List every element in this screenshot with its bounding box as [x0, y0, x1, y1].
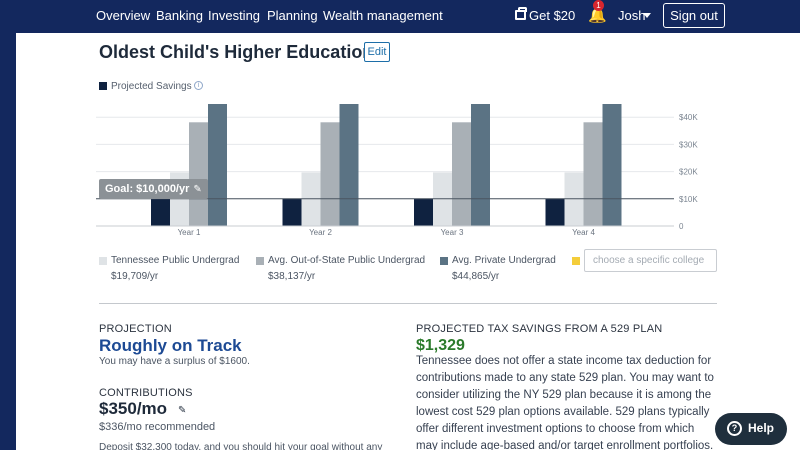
- page-title: Oldest Child's Higher Education: [99, 42, 374, 62]
- specific-college-input[interactable]: [584, 249, 717, 272]
- y-tick-label: $30K: [679, 140, 698, 149]
- legend-swatch-projected-savings: [99, 82, 107, 90]
- edit-button[interactable]: Edit: [364, 42, 390, 62]
- gift-icon[interactable]: [515, 7, 527, 20]
- bar-projected-savings: [545, 198, 565, 226]
- tax-savings-amount: $1,329: [416, 337, 465, 354]
- bar-avg-out-of-state-public-undergrad: [583, 122, 603, 226]
- x-tick-label: Year 4: [572, 228, 595, 237]
- legend-swatch-private: [440, 257, 448, 265]
- deposit-note: Deposit $32,300 today, and you should hi…: [99, 442, 383, 450]
- projection-label: PROJECTION: [99, 323, 172, 335]
- sign-out-button[interactable]: Sign out: [663, 3, 725, 28]
- pencil-icon[interactable]: ✎: [178, 405, 187, 416]
- college-cost-tennessee: $19,709/yr: [111, 271, 159, 282]
- goal-label-text: Goal: $10,000/yr: [105, 183, 190, 195]
- recommended-contribution: $336/mo recommended: [99, 421, 216, 433]
- college-cost-out-of-state: $38,137/yr: [268, 271, 316, 282]
- get-reward-link[interactable]: Get $20: [529, 8, 576, 23]
- bar-avg-out-of-state-public-undergrad: [320, 122, 340, 226]
- bar-avg-private-undergrad: [208, 104, 227, 226]
- pencil-icon[interactable]: ✎: [193, 184, 202, 195]
- college-label-private: Avg. Private Undergrad: [452, 255, 556, 266]
- top-navigation-bar: Overview Banking Investing Planning Weal…: [0, 0, 800, 33]
- x-tick-label: Year 2: [309, 228, 332, 237]
- legend-swatch-tennessee: [99, 257, 107, 265]
- college-label-out-of-state: Avg. Out-of-State Public Undergrad: [268, 255, 426, 266]
- bar-avg-out-of-state-public-undergrad: [189, 122, 208, 226]
- y-tick-label: 0: [679, 222, 684, 231]
- help-label: Help: [748, 421, 775, 435]
- help-button[interactable]: ? Help: [715, 413, 787, 445]
- contribution-amount: $350/mo: [99, 399, 168, 418]
- bell-icon[interactable]: 🔔: [588, 6, 607, 24]
- x-tick-label: Year 1: [178, 228, 201, 237]
- contributions-label: CONTRIBUTIONS: [99, 387, 193, 399]
- legend-projected-savings: Projected Savings: [111, 81, 192, 92]
- savings-chart: 0 $10K $20K $30K $40K Year 1 Year 2 Year 3 Year …: [96, 104, 698, 237]
- y-tick-label: $10K: [679, 195, 698, 204]
- nav-wealth-management[interactable]: Wealth management: [323, 8, 443, 23]
- legend-swatch-out-of-state: [256, 257, 264, 265]
- bar-projected-savings: [282, 198, 302, 226]
- college-label-tennessee: Tennessee Public Undergrad: [111, 255, 240, 266]
- goal-label[interactable]: Goal: $10,000/yr ✎: [99, 179, 208, 199]
- chevron-down-icon[interactable]: [643, 13, 651, 18]
- x-tick-label: Year 3: [441, 228, 464, 237]
- college-cost-private: $44,865/yr: [452, 271, 500, 282]
- surplus-text: You may have a surplus of $1600.: [99, 356, 250, 367]
- nav-planning[interactable]: Planning: [267, 8, 318, 23]
- bar-avg-private-undergrad: [602, 104, 622, 226]
- tax-savings-label: PROJECTED TAX SAVINGS FROM A 529 PLAN: [416, 323, 663, 335]
- user-menu[interactable]: Josh: [618, 8, 646, 23]
- tax-description: Tennessee does not offer a state income …: [416, 355, 714, 450]
- bar-projected-savings: [151, 198, 170, 226]
- bar-avg-private-undergrad: [339, 104, 359, 226]
- info-icon[interactable]: i: [194, 81, 203, 90]
- nav-overview[interactable]: Overview: [96, 8, 151, 23]
- bar-projected-savings: [414, 198, 433, 226]
- y-tick-label: $20K: [679, 168, 698, 177]
- nav-investing[interactable]: Investing: [208, 8, 261, 23]
- projection-status: Roughly on Track: [99, 336, 242, 355]
- bar-avg-private-undergrad: [471, 104, 490, 226]
- section-divider: [99, 303, 717, 304]
- help-question-icon: ?: [727, 421, 742, 436]
- left-rail: ☰ ⇥: [0, 0, 16, 450]
- y-tick-label: $40K: [679, 113, 698, 122]
- bar-avg-out-of-state-public-undergrad: [452, 122, 471, 226]
- nav-banking[interactable]: Banking: [156, 8, 203, 23]
- notification-badge: 1: [593, 0, 604, 11]
- legend-swatch-custom-college: [572, 257, 580, 265]
